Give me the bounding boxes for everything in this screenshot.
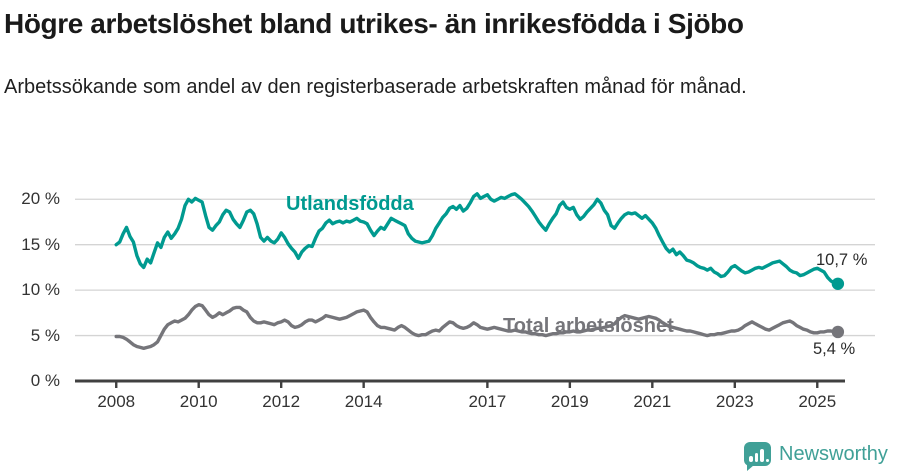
y-axis-tick-label: 5 % bbox=[30, 325, 60, 345]
series-end-dot-total bbox=[831, 325, 845, 339]
series-line-total bbox=[114, 303, 840, 350]
x-axis-tick-label: 2014 bbox=[344, 392, 383, 411]
newsworthy-logo[interactable]: Newsworthy bbox=[744, 439, 888, 471]
page-title: Högre arbetslöshet bland utrikes- än inr… bbox=[4, 8, 744, 39]
x-axis-tick-label: 2023 bbox=[715, 392, 754, 411]
x-axis-tick-label: 2010 bbox=[179, 392, 218, 411]
y-axis-tick-label: 10 % bbox=[21, 280, 60, 300]
newsworthy-logo-icon bbox=[744, 442, 771, 471]
y-axis-tick-label: 15 % bbox=[21, 234, 60, 254]
series-label-utlandsfodda: Utlandsfödda bbox=[286, 193, 414, 215]
y-axis-tick-label: 20 % bbox=[21, 189, 60, 209]
chart-subtitle: Arbetssökande som andel av den registerb… bbox=[4, 76, 747, 98]
y-axis-tick-label: 0 % bbox=[30, 371, 60, 390]
x-axis-tick-label: 2025 bbox=[798, 392, 837, 411]
series-label-total-arbetsloshet: Total arbetslöshet bbox=[503, 315, 674, 337]
x-axis-tick-label: 2021 bbox=[633, 392, 672, 411]
end-value-label-total: 5,4 % bbox=[813, 340, 856, 358]
bar-chart-glyph bbox=[749, 449, 769, 462]
series-end-dot-utlandsfodda bbox=[831, 277, 845, 290]
x-axis-tick-label: 2017 bbox=[468, 392, 507, 411]
newsworthy-logo-text: Newsworthy bbox=[779, 442, 888, 465]
end-value-label-utlandsfodda: 10,7 % bbox=[816, 251, 868, 269]
series-line-utlandsfodda bbox=[114, 192, 840, 286]
x-axis-tick-label: 2008 bbox=[97, 392, 136, 411]
x-axis-tick-label: 2012 bbox=[262, 392, 301, 411]
x-axis-tick-label: 2019 bbox=[550, 392, 589, 411]
